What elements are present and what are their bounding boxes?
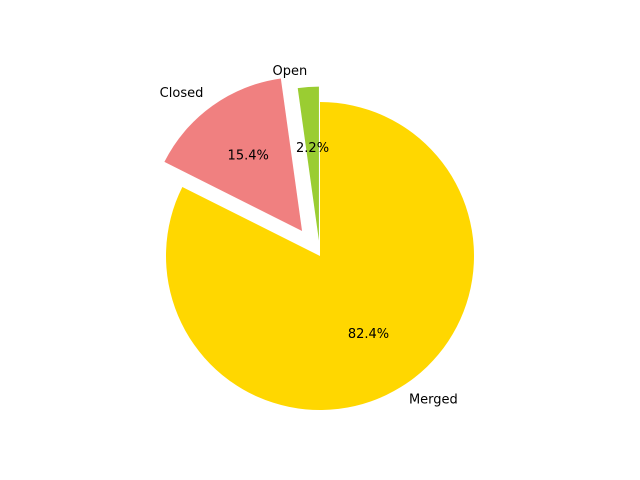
slice-pct-closed: 15.4% xyxy=(228,148,269,163)
slices-layer xyxy=(164,78,475,410)
slice-pct-merged: 82.4% xyxy=(348,327,389,342)
pie-slice-open xyxy=(297,86,319,241)
pie-slice-closed xyxy=(164,78,303,231)
slice-pct-open: 2.2% xyxy=(296,141,329,156)
pie-slice-merged xyxy=(166,102,475,410)
slice-label-closed: Closed xyxy=(160,86,204,101)
slice-label-open: Open xyxy=(273,64,308,79)
slice-label-merged: Merged xyxy=(409,393,458,408)
labels-layer: Merged 82.4% Closed 15.4% Open 2.2% xyxy=(160,64,458,408)
